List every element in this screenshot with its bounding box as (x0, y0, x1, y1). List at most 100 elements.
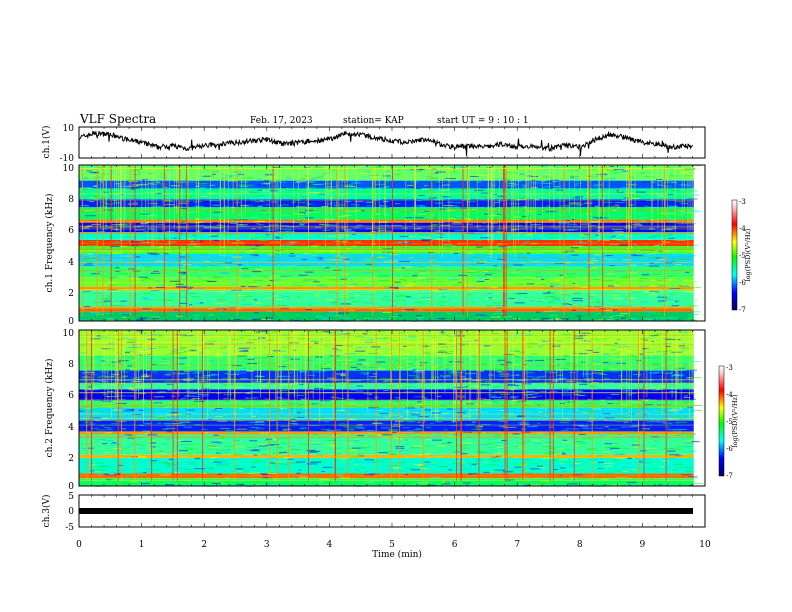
spectrum-speck (139, 184, 148, 186)
spectrum-speck (540, 344, 546, 346)
spectrum-speck (668, 337, 673, 339)
spectrum-speck (274, 313, 285, 315)
spectrum-speck (292, 334, 300, 336)
spectrum-speck (593, 279, 601, 281)
spectrum-speck (116, 192, 123, 194)
spectrum-speck (419, 270, 426, 272)
spectrum-speck (649, 262, 655, 264)
spectrum-speck (627, 184, 637, 186)
spectrum-speck (385, 181, 390, 183)
spectrum-speck (659, 353, 669, 355)
spectrum-speck (150, 272, 161, 274)
spectrum-speck (483, 363, 487, 365)
spectrum-speck (273, 342, 278, 344)
spectrum-speck (651, 445, 656, 447)
spectrum-speck (574, 462, 581, 464)
spectrum-speck (676, 223, 687, 225)
spectrum-speck (505, 479, 511, 481)
spectrum-speck (265, 175, 276, 177)
spectrum-speck (95, 454, 106, 456)
spectrum-speck (507, 368, 516, 370)
spectrum-speck (546, 205, 551, 207)
spectrum-speck (203, 440, 212, 442)
spectrum-speck (507, 383, 516, 385)
spectrum-speck (341, 289, 346, 291)
spectrum-speck (124, 337, 135, 339)
spectrum-speck (127, 338, 136, 340)
spectrum-speck (309, 424, 320, 426)
spectrum-speck (627, 297, 636, 299)
spectrum-speck (481, 171, 486, 173)
spectrum-speck (669, 383, 678, 385)
spectrum-speck (340, 278, 347, 280)
spectrum-speck (635, 458, 639, 460)
spectrum-speck (438, 355, 448, 357)
spectrum-speck (480, 277, 489, 279)
spectrum-speck (148, 448, 158, 450)
spectrum-speck (376, 231, 386, 233)
spectrum-speck (560, 332, 566, 334)
spectrum-speck (607, 285, 614, 287)
spectrum-speck (177, 357, 185, 359)
spectrum-speck (105, 225, 109, 227)
spectrum-band (79, 434, 694, 455)
spectrum-speck (407, 184, 414, 186)
spectrum-speck (466, 223, 473, 225)
spectrum-speck (638, 444, 644, 446)
spectrum-speck (412, 483, 416, 485)
spectrum-speck (658, 409, 669, 411)
spectrum-speck (443, 246, 453, 248)
spectrum-speck (324, 304, 333, 306)
spectrum-speck (113, 472, 121, 474)
spectrum-speck (323, 365, 328, 367)
spectrum-speck (653, 410, 661, 412)
spectrum-speck (219, 439, 224, 441)
spectrum-speck (129, 195, 134, 197)
spectrum-speck (430, 477, 441, 479)
spectrum-speck (589, 260, 598, 262)
spectrum-speck (454, 231, 462, 233)
spectrum-speck (184, 463, 188, 465)
spectrum-speck (447, 278, 459, 280)
spectrum-speck (240, 219, 249, 221)
spectrum-speck (181, 452, 193, 454)
spectrum-speck (484, 172, 488, 174)
spectrum-speck (256, 212, 261, 214)
spectrum-speck (193, 269, 199, 271)
spectrum-speck (137, 239, 142, 241)
spectrum-speck (639, 253, 648, 255)
spectrum-speck (473, 259, 480, 261)
spectrum-speck (321, 370, 328, 372)
spectrum-speck (183, 379, 193, 381)
spectrum-speck (692, 287, 702, 289)
spectrum-speck (236, 176, 243, 178)
spectrum-speck (434, 245, 442, 247)
spectrum-speck (449, 245, 457, 247)
spectrum-speck (589, 279, 597, 281)
spectrum-speck (392, 318, 397, 320)
spectrum-speck (238, 347, 250, 349)
spectrum-speck (351, 268, 356, 270)
spectrum-speck (154, 194, 165, 196)
spectrum-speck (454, 361, 464, 363)
spectrum-speck (140, 223, 148, 225)
spectrum-speck (395, 397, 401, 399)
spectrum-speck (505, 361, 511, 363)
spectrum-speck (609, 243, 620, 245)
spectrum-speck (330, 179, 337, 181)
spectrum-speck (679, 258, 691, 260)
spectrum-speck (125, 311, 132, 313)
spectrum-speck (639, 399, 643, 401)
spectrum-speck (182, 451, 187, 453)
spectrum-speck (579, 242, 588, 244)
spectrum-speck (633, 265, 643, 267)
spectrum-speck (503, 170, 512, 172)
spectrum-speck (648, 219, 657, 221)
spectrum-speck (410, 300, 418, 302)
spectrum-speck (676, 188, 682, 190)
spectrum-speck (334, 315, 342, 317)
spectrum-speck (615, 271, 625, 273)
spectrum-speck (401, 227, 409, 229)
spectrum-speck (523, 242, 528, 244)
spectrum-speck (102, 197, 107, 199)
